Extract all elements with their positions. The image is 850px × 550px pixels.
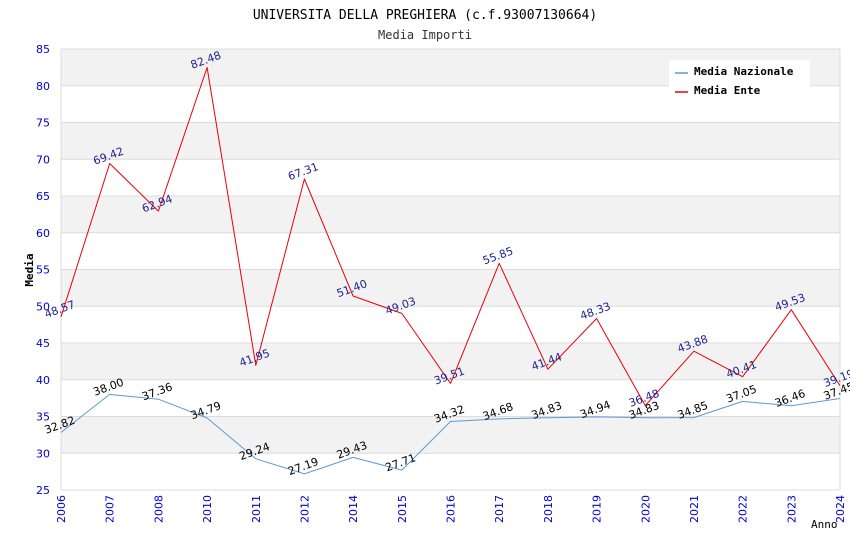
legend-label-media-ente: Media Ente	[694, 84, 761, 97]
x-tick-label: 2010	[201, 495, 214, 523]
y-tick-label: 35	[36, 411, 50, 424]
x-tick-label: 2015	[396, 495, 409, 523]
plot-band	[61, 269, 840, 307]
series-lines	[60, 67, 841, 475]
x-tick-label: 2011	[250, 495, 263, 523]
x-tick-label: 2008	[152, 495, 165, 523]
plot-background-bands	[61, 49, 840, 490]
series-line-media-ente	[60, 67, 841, 407]
y-axis-label: Media	[23, 253, 36, 286]
plot-band	[61, 379, 840, 417]
legend: Media Nazionale Media Ente	[669, 60, 810, 102]
y-tick-label: 30	[36, 447, 50, 460]
plot-band	[61, 232, 840, 270]
x-tick-label: 2007	[104, 495, 117, 523]
plot-band	[61, 122, 840, 160]
x-tick-label: 2019	[591, 495, 604, 523]
y-tick-label: 25	[36, 484, 50, 497]
plot-band	[61, 343, 840, 380]
chart-title: UNIVERSITA DELLA PREGHIERA (c.f.93007130…	[253, 8, 597, 23]
plot-gridlines	[60, 48, 841, 491]
y-tick-label: 60	[36, 227, 50, 240]
x-tick-label: 2024	[834, 495, 847, 523]
x-axis-tick-labels: 2006 2007 2008 2010 2011 2012 2014 2015 2016 2017…	[55, 495, 847, 523]
y-tick-label: 40	[36, 374, 50, 387]
x-tick-label: 2012	[298, 495, 311, 523]
x-tick-label: 2021	[688, 495, 701, 523]
x-tick-label: 2018	[542, 495, 555, 523]
plot-band	[61, 159, 840, 196]
y-tick-label: 80	[36, 80, 50, 93]
chart-subtitle: Media Importi	[378, 28, 472, 42]
y-tick-label: 45	[36, 337, 50, 350]
x-tick-label: 2023	[785, 495, 798, 523]
x-tick-label: 2017	[493, 495, 506, 523]
y-tick-label: 70	[36, 153, 50, 166]
x-axis-label: Anno	[811, 518, 838, 531]
legend-label-media-nazionale: Media Nazionale	[694, 65, 794, 78]
y-axis-tick-labels: 25 30 35 40 45 50 55 60 65 70 75 80 85	[36, 43, 50, 497]
y-tick-label: 75	[36, 117, 50, 130]
x-tick-label: 2022	[737, 495, 750, 523]
plot-band	[61, 416, 840, 454]
y-tick-label: 85	[36, 43, 50, 56]
x-tick-label: 2014	[347, 495, 360, 523]
legend-box	[669, 60, 810, 102]
y-tick-label: 55	[36, 264, 50, 277]
x-tick-label: 2016	[445, 495, 458, 523]
y-tick-label: 65	[36, 190, 50, 203]
plot-band	[61, 196, 840, 233]
plot-band	[61, 453, 840, 490]
x-tick-label: 2006	[55, 495, 68, 523]
series-line-media-nazionale	[60, 393, 841, 475]
x-tick-label: 2020	[639, 495, 652, 523]
plot-band	[61, 306, 840, 343]
y-tick-label: 50	[36, 300, 50, 313]
